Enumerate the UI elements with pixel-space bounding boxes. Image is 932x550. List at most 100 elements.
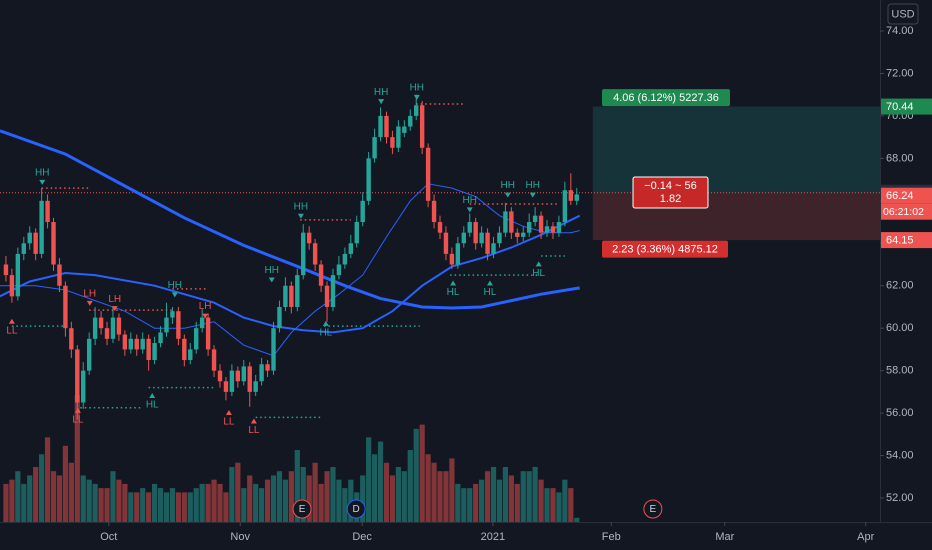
volume-bar <box>490 466 497 522</box>
pivot-marker <box>504 192 511 198</box>
candle-body <box>92 317 98 339</box>
candle-body <box>301 232 306 276</box>
candle-body <box>128 338 134 350</box>
x-tick-label: Oct <box>100 531 117 543</box>
candle-body <box>306 232 312 244</box>
candle-body <box>562 190 568 223</box>
pivot-label: HH <box>294 201 308 212</box>
candle-body <box>342 253 348 265</box>
candle-body <box>443 232 449 254</box>
candle-body <box>211 349 217 371</box>
pivot-marker <box>39 179 46 185</box>
candle-body <box>217 370 223 382</box>
candle-body <box>45 200 50 223</box>
candle-body <box>164 317 169 333</box>
volume-bar <box>366 437 372 522</box>
volume-bar <box>259 488 265 522</box>
volume-bar <box>110 471 116 522</box>
plot: LL HH LL LH LH HL HH LH LL LL HH HH HL HH HH HL HH HL HH HH… <box>0 83 880 522</box>
volume-bar <box>128 492 134 522</box>
volume-bar <box>300 466 306 522</box>
pivot-marker <box>268 277 275 283</box>
candle-body <box>550 226 556 233</box>
pivot-label: HH <box>410 83 424 94</box>
candle-body <box>378 115 383 138</box>
volume-bar <box>360 475 366 522</box>
candle-body <box>271 328 276 371</box>
event-marker[interactable] <box>643 499 663 519</box>
volume-bar <box>3 483 9 522</box>
candle-body <box>3 264 9 276</box>
volume-bar <box>312 462 318 522</box>
candle-body <box>194 328 199 350</box>
candle-body <box>158 332 163 344</box>
volume-bar <box>134 492 140 522</box>
candle-body <box>81 370 86 403</box>
volume-bar <box>264 479 271 522</box>
y-tick-label: 62.00 <box>886 280 914 292</box>
volume-bar <box>98 488 104 522</box>
candle-body <box>295 275 300 307</box>
volume-bar <box>395 466 401 522</box>
pivot-marker <box>322 320 329 326</box>
candle-body <box>241 366 246 382</box>
volume-bar <box>163 492 170 522</box>
event-label: E <box>299 504 306 515</box>
candle-body <box>33 232 38 254</box>
volume-bar <box>15 471 21 522</box>
candle-body <box>366 158 371 201</box>
candle-body <box>51 222 56 265</box>
candle-body <box>57 264 62 286</box>
candle-body <box>455 243 461 265</box>
volume-bar <box>437 471 443 522</box>
volume-bar <box>157 488 164 522</box>
y-tick-label: 58.00 <box>886 365 914 377</box>
volume-bar <box>502 466 509 522</box>
stop-label: 2.23 (3.36%) 4875.12 <box>612 243 718 255</box>
candle-body <box>437 222 443 233</box>
volume-bar <box>568 488 574 522</box>
candle-body <box>235 370 241 382</box>
event-marker[interactable] <box>346 499 366 519</box>
pivot-label: LL <box>248 425 260 436</box>
candle-body <box>419 105 425 148</box>
candle-body <box>9 275 15 297</box>
candle-body <box>485 232 490 254</box>
x-tick-label: 2021 <box>481 531 505 543</box>
candle-body <box>526 222 532 233</box>
candle-body <box>491 243 496 254</box>
pivot-label: HL <box>484 287 497 298</box>
x-tick-label: Apr <box>857 531 874 543</box>
candle-body <box>259 364 264 382</box>
volume-bar <box>223 492 229 522</box>
candle-body <box>449 253 455 265</box>
volume-bar <box>122 483 128 522</box>
volume-bar <box>235 462 241 522</box>
currency-box[interactable] <box>887 3 919 25</box>
volume-bar <box>318 483 324 522</box>
volume-bar <box>50 471 57 522</box>
pivot-marker <box>529 192 536 198</box>
event-marker[interactable] <box>292 499 312 519</box>
pivot-label: HL <box>146 400 159 411</box>
volume-bar <box>407 450 413 522</box>
volume-bar <box>336 479 342 522</box>
pivot-marker <box>413 94 420 100</box>
pivot-label: LL <box>72 414 84 425</box>
volume-bar <box>556 492 562 522</box>
volume-bar <box>151 483 158 522</box>
candle-body <box>110 317 116 339</box>
y-tick-label: 72.00 <box>886 67 914 79</box>
volume-bar <box>205 483 211 522</box>
pivot-marker <box>535 261 542 267</box>
pivot-marker <box>466 207 473 213</box>
volume-bar <box>538 479 544 522</box>
candle-body <box>86 338 92 371</box>
volume-bar <box>455 483 461 522</box>
ratio-label: 1.82 <box>660 193 681 205</box>
pivot-marker <box>171 292 178 298</box>
candle-body <box>372 137 377 159</box>
candle-body <box>408 115 413 127</box>
volume-bar <box>199 483 205 522</box>
